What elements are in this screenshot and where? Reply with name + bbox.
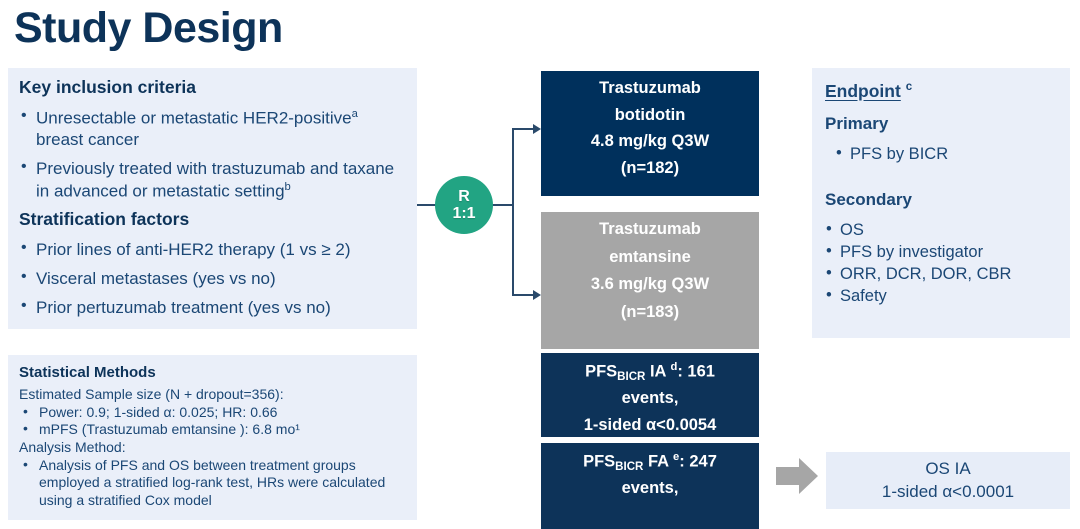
inclusion-criteria-panel: Key inclusion criteria Unresectable or m…: [8, 68, 417, 329]
arm-line: botidotin: [614, 105, 686, 124]
analysis-title-line: PFSBICR FA e: 247: [541, 451, 759, 473]
inclusion-item-0-text: Unresectable or metastatic HER2-positive: [36, 108, 352, 128]
list-item: PFS by BICR: [835, 143, 1060, 166]
arm-line: (n=183): [620, 302, 680, 321]
arm-line: 3.6 mg/kg Q3W: [590, 275, 710, 293]
os-analysis-line-1: OS IA: [925, 458, 971, 478]
list-item: PFS by investigator: [825, 241, 1060, 264]
arrowhead-control-icon: [533, 290, 541, 300]
list-item: Analysis of PFS and OS between treatment…: [19, 456, 407, 510]
page-title: Study Design: [14, 4, 283, 52]
secondary-endpoint-list: OS PFS by investigator ORR, DCR, DOR, CB…: [825, 219, 1060, 308]
endpoint-heading-text: Endpoint: [825, 81, 901, 101]
inclusion-item-0-tail: breast cancer: [36, 130, 139, 150]
pfs-ia-mid: IA: [645, 362, 671, 381]
inclusion-heading: Key inclusion criteria: [19, 77, 197, 97]
analysis-method-bullets: Analysis of PFS and OS between treatment…: [19, 456, 407, 510]
endpoint-panel: Endpoint c Primary PFS by BICR Secondary…: [812, 68, 1070, 338]
endpoint-heading: Endpoint c: [825, 81, 1060, 102]
list-item: OS: [825, 219, 1060, 242]
footnote-marker-a: a: [351, 108, 358, 120]
randomization-node: R 1:1: [435, 176, 493, 234]
arm-line: Trastuzumab: [599, 220, 701, 238]
arm-line: Trastuzumab: [599, 79, 701, 97]
pfs-ia-suffix: : 161: [677, 362, 715, 381]
analysis-line-2: events,: [621, 389, 679, 408]
inclusion-item-1-text: Previously treated with trastuzumab and …: [36, 159, 395, 201]
pfs-fa-mid: FA: [643, 452, 674, 471]
connector-stub-left: [417, 204, 437, 206]
stratification-heading: Stratification factors: [19, 209, 190, 230]
pfs-fa-prefix: PFS: [583, 452, 616, 471]
analysis-line-2: events,: [621, 479, 679, 498]
randomization-ratio: 1:1: [452, 205, 476, 222]
list-item: Prior lines of anti-HER2 therapy (1 vs ≥…: [19, 238, 405, 261]
treatment-arm-control: Trastuzumab emtansine 3.6 mg/kg Q3W (n=1…: [541, 212, 759, 349]
footnote-marker-c: c: [905, 81, 913, 94]
list-item: mPFS (Trastuzumab emtansine ): 6.8 mo¹: [19, 420, 407, 439]
secondary-endpoint-label: Secondary: [825, 189, 912, 209]
primary-endpoint-list: PFS by BICR: [825, 143, 1060, 166]
analysis-method-line: Analysis Method:: [19, 438, 126, 455]
analysis-box-pfs-fa: PFSBICR FA e: 247 events,: [541, 443, 759, 529]
statistical-methods-panel: Statistical Methods Estimated Sample siz…: [8, 355, 417, 520]
list-item: Previously treated with trastuzumab and …: [19, 157, 405, 202]
footnote-marker-d: d: [670, 361, 678, 373]
sample-size-bullets: Power: 0.9; 1-sided α: 0.025; HR: 0.66 m…: [19, 403, 407, 439]
list-item: Power: 0.9; 1-sided α: 0.025; HR: 0.66: [19, 403, 407, 422]
os-analysis-box: OS IA 1-sided α<0.0001: [826, 452, 1070, 509]
list-item: ORR, DCR, DOR, CBR: [825, 263, 1060, 286]
connector-stub-right: [492, 204, 514, 206]
primary-endpoint-label: Primary: [825, 114, 889, 133]
connector-vertical: [512, 128, 514, 296]
pfs-ia-subscript: BICR: [617, 370, 646, 383]
statistics-heading: Statistical Methods: [19, 364, 156, 381]
inclusion-list: Unresectable or metastatic HER2-positive…: [19, 106, 405, 202]
treatment-arm-experimental: Trastuzumab botidotin 4.8 mg/kg Q3W (n=1…: [541, 71, 759, 196]
list-item: Prior pertuzumab treatment (yes vs no): [19, 296, 405, 319]
sample-size-line: Estimated Sample size (N + dropout=356):: [19, 386, 284, 402]
analysis-line-3: 1-sided α<0.0054: [583, 415, 717, 434]
list-item: Visceral metastases (yes vs no): [19, 267, 405, 290]
list-item: Unresectable or metastatic HER2-positive…: [19, 106, 405, 151]
arrowhead-experimental-icon: [533, 124, 541, 134]
pfs-ia-prefix: PFS: [585, 362, 618, 381]
footnote-marker-e: e: [673, 451, 680, 463]
pfs-fa-suffix: : 247: [679, 452, 717, 471]
right-arrow-icon: [776, 458, 818, 494]
arm-line: 4.8 mg/kg Q3W: [590, 132, 710, 150]
pfs-fa-subscript: BICR: [615, 460, 644, 473]
stratification-list: Prior lines of anti-HER2 therapy (1 vs ≥…: [19, 238, 405, 319]
connector-to-experimental-arm: [512, 128, 538, 130]
os-analysis-line-2: 1-sided α<0.0001: [881, 481, 1015, 501]
arm-line: emtansine: [609, 247, 691, 266]
randomization-label: R: [458, 187, 470, 205]
analysis-title-line: PFSBICR IA d: 161: [541, 361, 759, 383]
arm-line: (n=182): [620, 158, 680, 177]
analysis-box-pfs-ia: PFSBICR IA d: 161 events, 1-sided α<0.00…: [541, 353, 759, 437]
connector-to-control-arm: [512, 294, 538, 296]
list-item: Safety: [825, 285, 1060, 308]
footnote-marker-b: b: [284, 180, 291, 193]
